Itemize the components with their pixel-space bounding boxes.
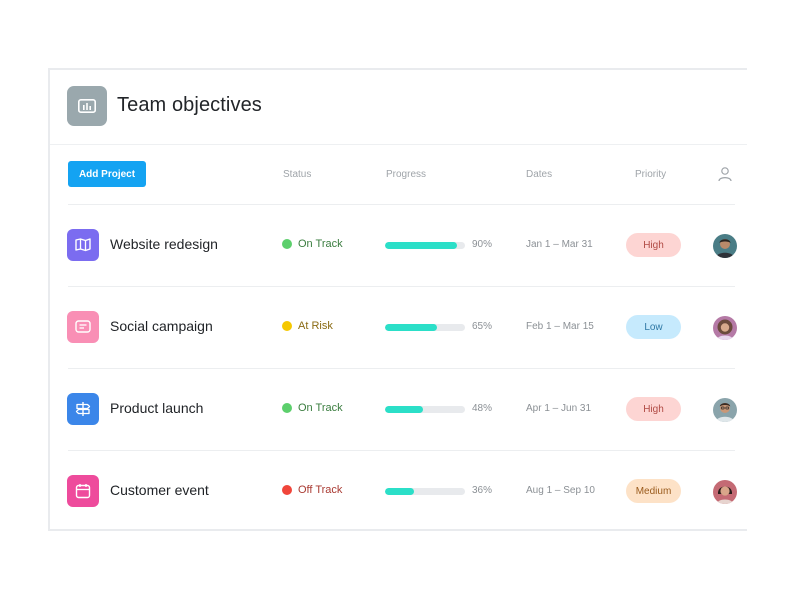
column-header-progress[interactable]: Progress [386, 169, 427, 180]
progress-bar [385, 242, 465, 249]
priority-badge[interactable]: Medium [626, 479, 681, 503]
status-dot [282, 239, 292, 249]
table-row[interactable]: Product launch On Track 48% Apr 1 – Jun … [50, 369, 747, 451]
date-range: Jan 1 – Mar 31 [526, 239, 593, 250]
add-project-button[interactable]: Add Project [68, 161, 146, 187]
status-indicator[interactable]: Off Track [282, 484, 342, 496]
project-name[interactable]: Social campaign [110, 318, 213, 334]
status-label: On Track [298, 238, 343, 250]
avatar[interactable] [713, 480, 737, 504]
signpost-icon [67, 393, 99, 425]
project-name[interactable]: Customer event [110, 482, 209, 498]
calendar-icon [67, 475, 99, 507]
row-divider [68, 204, 735, 205]
status-indicator[interactable]: On Track [282, 238, 343, 250]
progress-percent: 36% [472, 485, 493, 496]
date-range: Aug 1 – Sep 10 [526, 485, 595, 496]
progress-percent: 90% [472, 239, 493, 250]
chat-icon [67, 311, 99, 343]
table-row[interactable]: Social campaign At Risk 65% Feb 1 – Mar … [50, 287, 747, 369]
map-icon [67, 229, 99, 261]
status-label: On Track [298, 402, 343, 414]
avatar[interactable] [713, 398, 737, 422]
date-range: Feb 1 – Mar 15 [526, 321, 594, 332]
bar-chart-icon [67, 86, 107, 126]
row-divider [68, 286, 735, 287]
progress-bar [385, 488, 465, 495]
column-header-priority[interactable]: Priority [635, 169, 667, 180]
priority-badge[interactable]: Low [626, 315, 681, 339]
page-title: Team objectives [117, 94, 262, 116]
progress-fill [385, 324, 437, 331]
progress-bar [385, 324, 465, 331]
table-row[interactable]: Website redesign On Track 90% Jan 1 – Ma… [50, 205, 747, 287]
project-name[interactable]: Website redesign [110, 236, 218, 252]
avatar[interactable] [713, 234, 737, 258]
team-objectives-panel: Team objectives Add Project Status Progr… [48, 68, 747, 531]
person-icon[interactable] [717, 166, 733, 182]
priority-badge[interactable]: High [626, 397, 681, 421]
row-divider [68, 368, 735, 369]
progress-percent: 65% [472, 321, 493, 332]
priority-badge[interactable]: High [626, 233, 681, 257]
progress-percent: 48% [472, 403, 493, 414]
status-dot [282, 321, 292, 331]
row-divider [68, 450, 735, 451]
column-header-status[interactable]: Status [283, 169, 312, 180]
progress-fill [385, 242, 457, 249]
progress-bar [385, 406, 465, 413]
status-label: Off Track [298, 484, 343, 496]
table-row[interactable]: Customer event Off Track 36% Aug 1 – Sep… [50, 451, 747, 529]
column-header-dates[interactable]: Dates [526, 169, 553, 180]
avatar[interactable] [713, 316, 737, 340]
date-range: Apr 1 – Jun 31 [526, 403, 592, 414]
status-dot [282, 403, 292, 413]
progress-fill [385, 488, 414, 495]
status-label: At Risk [298, 320, 333, 332]
status-indicator[interactable]: At Risk [282, 320, 333, 332]
status-dot [282, 485, 292, 495]
status-indicator[interactable]: On Track [282, 402, 343, 414]
panel-header: Team objectives [50, 70, 747, 145]
project-name[interactable]: Product launch [110, 400, 204, 416]
progress-fill [385, 406, 424, 413]
